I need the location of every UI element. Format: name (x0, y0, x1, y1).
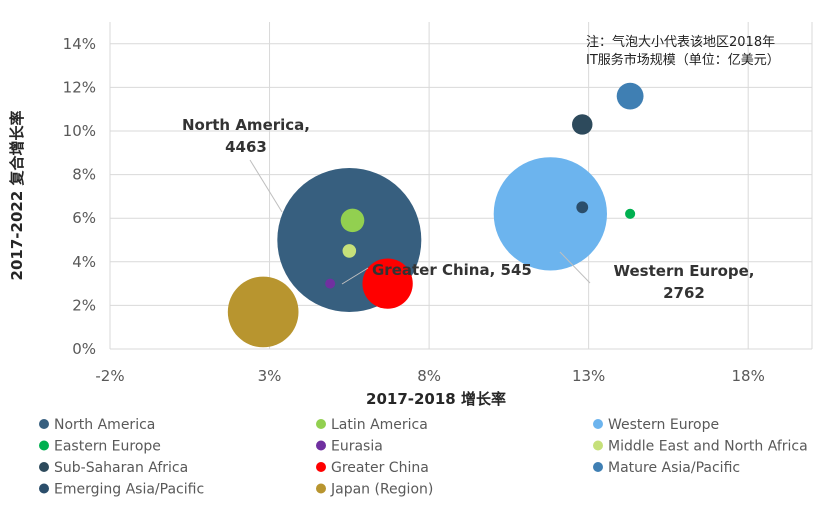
annotation-label: North America, (182, 116, 310, 134)
bubble-latin-america (340, 208, 365, 233)
legend-marker (39, 440, 49, 451)
x-tick-label: -2% (95, 367, 124, 385)
legend-label: Japan (Region) (330, 482, 433, 498)
annotation-label: Greater China, 545 (372, 261, 532, 279)
annotation-leader-line (341, 267, 369, 285)
y-tick-label: 0% (72, 340, 96, 358)
legend-marker (593, 440, 603, 451)
annotation-label: Western Europe, (614, 262, 755, 280)
y-tick-label: 10% (63, 122, 96, 140)
plot-area (110, 22, 812, 349)
legend-marker (316, 419, 326, 429)
legend-marker (593, 462, 603, 472)
bubble-eastern-europe (625, 208, 636, 219)
legend-label: Western Europe (608, 417, 719, 433)
legend-label: Greater China (331, 460, 429, 476)
legend-label: Middle East and North Africa (608, 439, 808, 455)
annotation-label: 2762 (663, 284, 705, 302)
legend-marker (39, 483, 49, 494)
bubble-greater-china (362, 258, 413, 309)
legend-marker (39, 462, 49, 472)
x-tick-label: 18% (732, 367, 765, 385)
y-tick-label: 14% (63, 35, 96, 53)
bubble-mature-asia-pacific (616, 82, 644, 110)
y-tick-label: 6% (72, 209, 96, 227)
x-tick-label: 13% (572, 367, 605, 385)
bubble-sub-saharan-africa (572, 114, 593, 135)
legend-label: Emerging Asia/Pacific (54, 482, 204, 498)
legend-marker (316, 483, 326, 494)
legend-label: Eastern Europe (54, 439, 161, 455)
bubble-middle-east-and-north-africa (342, 244, 357, 258)
bubble-emerging-asia-pacific (576, 201, 589, 214)
legend-label: Mature Asia/Pacific (608, 460, 740, 476)
annotation-leader-line (559, 251, 591, 284)
legend-marker (39, 419, 49, 429)
legend-marker (316, 440, 326, 451)
bubble-western-europe (493, 157, 607, 271)
y-tick-label: 12% (63, 78, 96, 96)
y-tick-label: 2% (72, 296, 96, 314)
legend-marker (593, 419, 603, 429)
legend-marker (316, 462, 326, 472)
x-tick-label: 3% (258, 367, 282, 385)
bubble-eurasia (325, 278, 336, 289)
legend-label: North America (54, 417, 155, 433)
legend-label: Sub-Saharan Africa (54, 460, 188, 476)
x-axis-title: 2017-2018 增长率 (366, 390, 506, 408)
annotation-label: 4463 (225, 138, 267, 156)
y-tick-label: 8% (72, 166, 96, 184)
y-tick-label: 4% (72, 253, 96, 271)
annotation-leader-line (249, 159, 283, 213)
x-tick-label: 8% (417, 367, 441, 385)
legend-label: Eurasia (331, 439, 383, 455)
y-axis-title: 2017-2022 复合增长率 (8, 111, 26, 281)
size-note: IT服务市场规模（单位：亿美元） (586, 52, 780, 68)
bubble-japan-region (227, 276, 299, 348)
size-note: 注：气泡大小代表该地区2018年 (586, 34, 775, 50)
legend-label: Latin America (331, 417, 428, 433)
